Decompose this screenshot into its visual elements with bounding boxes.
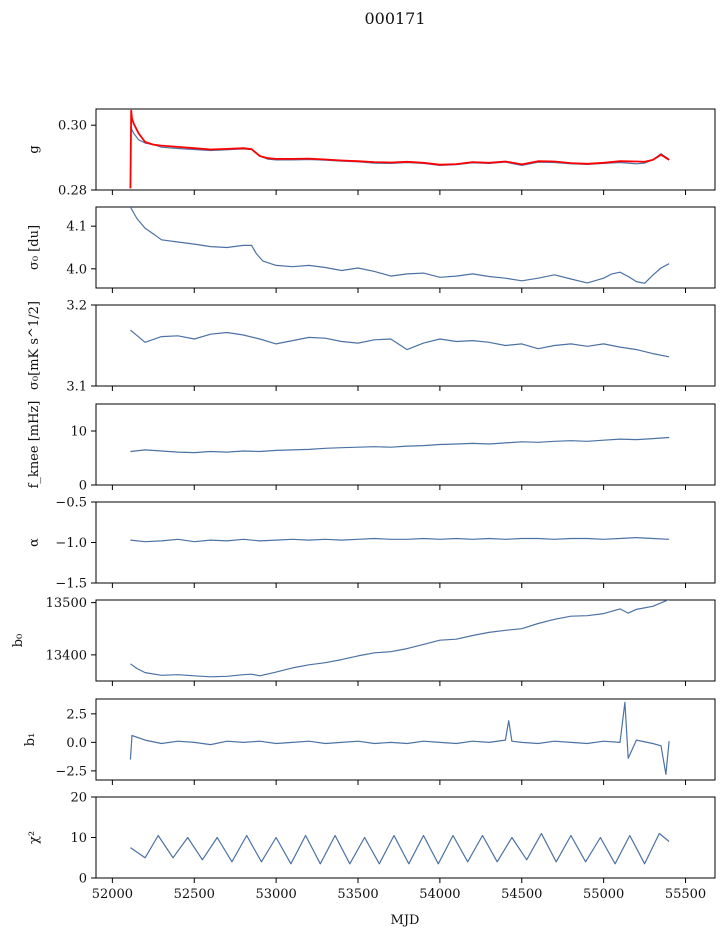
- x-tick-label: 53000: [255, 887, 296, 902]
- panel-fknee: 0 10 f_knee [mHz]: [27, 401, 716, 494]
- panel-frame: [95, 403, 716, 486]
- series-line: [129, 207, 670, 284]
- x-tick-label: 52000: [92, 887, 133, 902]
- y-tick-label: 10: [70, 831, 87, 846]
- series-line: [129, 701, 670, 775]
- y-axis-label: b₀: [11, 634, 26, 648]
- x-tick-label: 54000: [419, 887, 460, 902]
- series-line: [129, 126, 670, 166]
- y-tick-label: −1.0: [55, 536, 87, 551]
- y-tick-label: 2.5: [66, 707, 87, 722]
- x-axis-label: MJD: [391, 913, 420, 928]
- y-tick-label: 13400: [46, 648, 87, 663]
- y-tick-label: −0.5: [55, 496, 87, 511]
- y-tick-label: 0: [79, 872, 87, 887]
- series-line: [129, 109, 670, 189]
- y-axis-label: α: [27, 538, 42, 547]
- panel-alpha: −1.5 −1.0 −0.5 α: [27, 496, 716, 592]
- y-tick-label: −1.5: [55, 577, 87, 592]
- panel-frame: [95, 206, 716, 289]
- series-line: [130, 536, 670, 543]
- panel-g: 0.28 0.30 g: [27, 108, 716, 199]
- series-line: [130, 600, 670, 678]
- y-tick-label: 3.1: [66, 380, 87, 395]
- panel-frame: [95, 698, 716, 781]
- series-line: [130, 329, 670, 358]
- panel-b1: −2.5 0.0 2.5 b₁: [23, 698, 716, 785]
- panel-b0: 13400 13500 b₀: [11, 596, 716, 686]
- y-tick-label: 10: [70, 425, 87, 440]
- y-tick-label: 0.0: [66, 736, 87, 751]
- x-tick-label: 52500: [174, 887, 215, 902]
- x-tick-label: 54500: [501, 887, 542, 902]
- panel-chi2: 52000 52500 53000 53500 54000 54500 55000 55500…: [27, 791, 716, 902]
- y-tick-label: 20: [70, 791, 87, 806]
- y-tick-label: 3.2: [66, 299, 87, 314]
- panel-frame: [95, 108, 716, 191]
- panel-frame: [95, 599, 716, 682]
- y-tick-label: 4.1: [66, 220, 87, 235]
- y-axis-label: σ₀[mK s^1/2]: [27, 301, 42, 390]
- x-tick-label: 55500: [665, 887, 706, 902]
- y-tick-label: 0.30: [58, 119, 87, 134]
- y-tick-label: 0.28: [58, 184, 87, 199]
- panel-frame: [95, 304, 716, 387]
- panel-sigma0: 4.0 4.1 σ₀ [du]: [27, 206, 716, 293]
- figure-title: 000171: [364, 9, 425, 28]
- y-tick-label: −2.5: [55, 764, 87, 779]
- series-line: [130, 436, 670, 454]
- y-tick-label: 13500: [46, 596, 87, 611]
- y-axis-label: g: [27, 145, 42, 153]
- x-tick-label: 53500: [337, 887, 378, 902]
- y-axis-label: σ₀ [du]: [27, 225, 42, 270]
- y-axis-label: f_knee [mHz]: [27, 401, 42, 489]
- series-line: [130, 832, 670, 865]
- y-tick-label: 0: [79, 479, 87, 494]
- x-tick-label: 55000: [583, 887, 624, 902]
- panel-sigma0-mk: 3.1 3.2 σ₀[mK s^1/2]: [27, 299, 716, 395]
- panels: 0.28 0.30 g 4.0 4.1 σ₀ [du] 3.1 3.2 σ₀[mK s^1/2]…: [11, 108, 716, 902]
- y-axis-label: χ²: [27, 831, 42, 844]
- y-axis-label: b₁: [23, 733, 38, 747]
- panel-frame: [95, 796, 716, 879]
- panel-frame: [95, 501, 716, 584]
- y-tick-label: 4.0: [66, 262, 87, 277]
